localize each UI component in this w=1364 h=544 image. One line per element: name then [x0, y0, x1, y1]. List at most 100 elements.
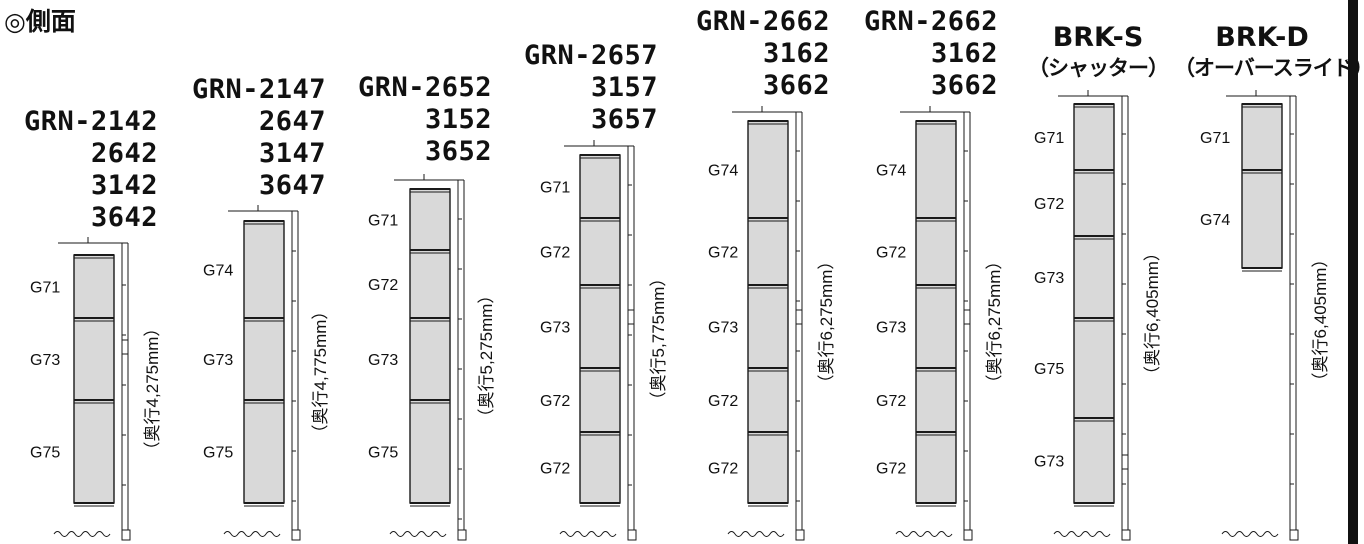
rail-foot: [1121, 529, 1131, 541]
slot-code-label: G71: [1200, 130, 1230, 147]
door-panel: [73, 254, 115, 504]
model-number: 3642: [90, 202, 158, 233]
model-number: 3652: [424, 136, 492, 167]
model-group-1: GRN-2142 2642 3142 3642: [6, 106, 158, 234]
model-number: GRN-2652: [357, 72, 492, 103]
rail-bracket: [627, 309, 635, 325]
slot-code-label: G71: [1034, 130, 1064, 147]
depth-label: （奥行5,275mm）: [477, 287, 496, 426]
door-panel: [1241, 103, 1283, 269]
slot-code-label: G73: [1034, 454, 1064, 471]
slot-code-label: G73: [368, 352, 398, 369]
slot-code-label: G72: [708, 245, 738, 262]
slot-code-label: G75: [30, 445, 60, 462]
ground-break-line: [1221, 531, 1279, 537]
rail-foot: [457, 529, 467, 541]
model-subtitle: （シャッター）: [1028, 56, 1169, 80]
model-number: GRN-2662: [695, 6, 830, 37]
slot-code-label: G71: [30, 280, 60, 297]
model-number: 3162: [762, 38, 830, 69]
slot-code-label: G74: [708, 163, 738, 180]
ground-break-line: [389, 531, 447, 537]
door-panel: [1073, 103, 1115, 504]
model-number: BRK-D: [1215, 22, 1309, 53]
rail-bracket: [963, 309, 971, 325]
ground-break-line: [223, 531, 281, 537]
slot-code-label: G75: [203, 445, 233, 462]
slot-code-label: G73: [1034, 270, 1064, 287]
slot-code-label: G72: [876, 245, 906, 262]
slot-code-label: G75: [368, 445, 398, 462]
model-number: 3662: [762, 70, 830, 101]
ground-break-line: [53, 531, 111, 537]
model-number: GRN-2662: [863, 6, 998, 37]
door-panel: [747, 120, 789, 504]
slot-code-label: G73: [203, 352, 233, 369]
slot-code-label: G71: [540, 180, 570, 197]
model-group-7: BRK-S （シャッター）: [1010, 22, 1186, 82]
model-group-3: GRN-2652 3152 3652: [344, 72, 492, 168]
model-number: BRK-S: [1052, 22, 1144, 53]
rail-bracket: [795, 309, 803, 325]
slot-code-label: G73: [876, 320, 906, 337]
model-number: 3647: [258, 170, 326, 201]
door-panel: [243, 220, 285, 504]
ground-break-line: [727, 531, 785, 537]
model-number: 2642: [90, 138, 158, 169]
slot-code-label: G73: [540, 320, 570, 337]
slot-code-label: G75: [1034, 361, 1064, 378]
ground-break-line: [895, 531, 953, 537]
slot-code-label: G73: [708, 320, 738, 337]
model-number: 3157: [590, 72, 658, 103]
depth-label: （奥行6,275mm）: [985, 253, 1004, 392]
model-subtitle: （オーバースライド）: [1174, 56, 1364, 80]
door-panel: [915, 120, 957, 504]
depth-label: （奥行4,275mm）: [143, 320, 162, 459]
slot-code-label: G72: [540, 393, 570, 410]
rail-foot: [1289, 529, 1299, 541]
slot-code-label: G72: [876, 393, 906, 410]
model-group-5: GRN-2662 3162 3662: [682, 6, 830, 102]
model-number: 2647: [258, 106, 326, 137]
model-number: 3152: [424, 104, 492, 135]
slot-code-label: G72: [368, 277, 398, 294]
depth-label: （奥行6,405mm）: [1143, 244, 1162, 383]
model-number: 3657: [590, 104, 658, 135]
ground-break-line: [1053, 531, 1111, 537]
depth-label: （奥行4,775mm）: [311, 303, 330, 442]
slot-code-label: G72: [540, 461, 570, 478]
depth-label: （奥行6,275mm）: [817, 253, 836, 392]
slot-code-label: G71: [368, 213, 398, 230]
rail-bracket: [121, 339, 129, 355]
slot-code-label: G74: [876, 163, 906, 180]
slot-code-label: G72: [708, 461, 738, 478]
slot-code-label: G72: [876, 461, 906, 478]
model-number: 3162: [930, 38, 998, 69]
slot-code-label: G72: [708, 393, 738, 410]
rail-foot: [627, 529, 637, 541]
section-heading: ◎側面: [4, 7, 76, 36]
model-number: 3142: [90, 170, 158, 201]
ground-break-line: [559, 531, 617, 537]
depth-label: （奥行5,775mm）: [649, 270, 668, 409]
rail-bracket: [1121, 454, 1129, 470]
model-group-2: GRN-2147 2647 3147 3647: [178, 74, 326, 202]
slot-code-label: G72: [1034, 196, 1064, 213]
slot-code-label: G72: [540, 245, 570, 262]
model-group-4: GRN-2657 3157 3657: [510, 40, 658, 136]
model-number: 3662: [930, 70, 998, 101]
rail-foot: [291, 529, 301, 541]
rail-foot: [795, 529, 805, 541]
slot-code-label: G73: [30, 352, 60, 369]
model-group-6: GRN-2662 3162 3662: [850, 6, 998, 102]
model-number: 3147: [258, 138, 326, 169]
door-panel: [409, 188, 451, 504]
border-bar: [1348, 0, 1358, 544]
rail-foot: [121, 529, 131, 541]
depth-label: （奥行6,405mm）: [1311, 251, 1330, 390]
model-group-8: BRK-D （オーバースライド）: [1174, 22, 1364, 82]
door-panel: [579, 154, 621, 504]
model-number: GRN-2657: [523, 40, 658, 71]
slot-code-label: G74: [1200, 212, 1230, 229]
